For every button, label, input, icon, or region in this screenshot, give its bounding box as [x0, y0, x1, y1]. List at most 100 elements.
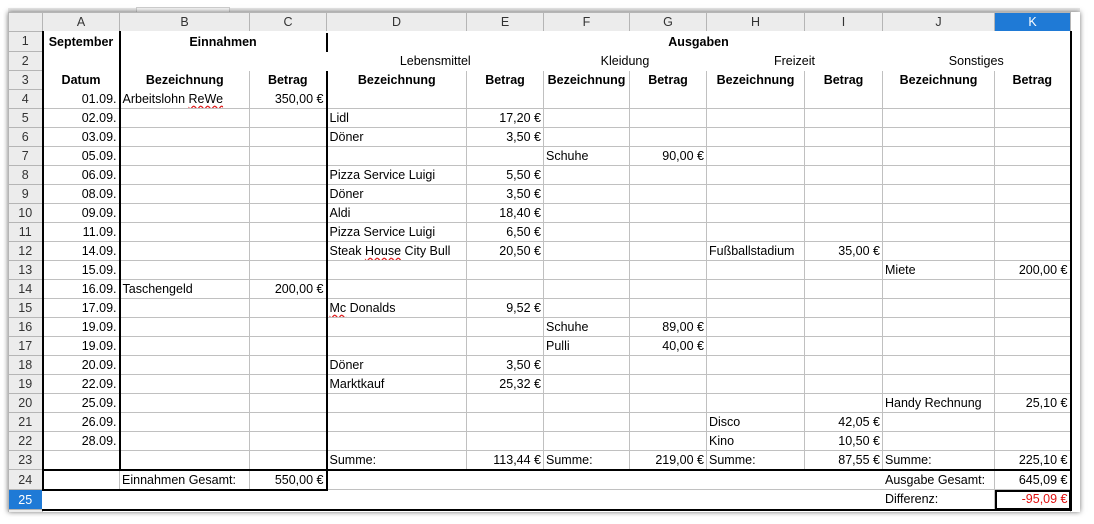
- income-description-cell[interactable]: [119, 297, 250, 318]
- column-header-j[interactable]: J: [882, 12, 995, 32]
- food-amount-header[interactable]: Betrag: [466, 70, 544, 89]
- clothing-amount-cell[interactable]: [629, 126, 707, 147]
- food-amount-cell[interactable]: 3,50 €: [466, 183, 544, 204]
- month-header-cell[interactable]: September: [41, 31, 121, 51]
- clothing-description-cell[interactable]: [543, 297, 630, 318]
- food-description-cell[interactable]: [325, 145, 467, 166]
- leisure-amount-cell[interactable]: 10,50 €: [804, 430, 883, 451]
- date-cell[interactable]: 16.09.: [41, 278, 121, 299]
- clothing-amount-cell[interactable]: [629, 202, 707, 223]
- leisure-description-cell[interactable]: [706, 88, 805, 109]
- food-description-cell[interactable]: [325, 316, 467, 337]
- income-amount-cell[interactable]: [249, 354, 327, 375]
- leisure-amount-cell[interactable]: [804, 202, 883, 223]
- income-description-cell[interactable]: [119, 354, 250, 375]
- row-header[interactable]: 2: [8, 50, 43, 71]
- income-total-value[interactable]: 550,00 €: [249, 468, 328, 491]
- cell[interactable]: [119, 51, 327, 70]
- misc-description-cell[interactable]: Miete: [882, 259, 995, 280]
- misc-amount-cell[interactable]: [994, 430, 1072, 451]
- income-amount-cell[interactable]: [249, 240, 327, 261]
- income-amount-cell[interactable]: [249, 164, 327, 185]
- food-description-cell[interactable]: Döner: [325, 354, 467, 375]
- food-description-header[interactable]: Bezeichnung: [325, 70, 467, 89]
- row-header[interactable]: 26: [8, 509, 43, 512]
- leisure-description-cell[interactable]: Disco: [706, 411, 805, 432]
- cell[interactable]: [41, 51, 121, 70]
- leisure-amount-cell[interactable]: [804, 392, 883, 413]
- clothing-amount-cell[interactable]: [629, 411, 707, 432]
- income-amount-cell[interactable]: [249, 145, 327, 166]
- income-description-cell[interactable]: [119, 107, 250, 128]
- clothing-description-cell[interactable]: Pulli: [543, 335, 630, 356]
- food-description-cell[interactable]: Lidl: [325, 107, 467, 128]
- income-amount-cell[interactable]: [249, 373, 327, 394]
- misc-amount-cell[interactable]: [994, 88, 1072, 109]
- misc-description-cell[interactable]: [882, 221, 995, 242]
- food-description-cell[interactable]: Pizza Service Luigi: [325, 164, 467, 185]
- row-header[interactable]: 18: [8, 354, 43, 375]
- leisure-description-cell[interactable]: [706, 126, 805, 147]
- food-amount-cell[interactable]: [466, 411, 544, 432]
- row-header[interactable]: 9: [8, 183, 43, 204]
- income-description-cell[interactable]: [119, 411, 250, 432]
- misc-amount-cell[interactable]: [994, 335, 1072, 356]
- leisure-amount-cell[interactable]: 42,05 €: [804, 411, 883, 432]
- expenses-header-cell[interactable]: Ausgaben: [325, 31, 1072, 51]
- date-cell[interactable]: 05.09.: [41, 145, 121, 166]
- leisure-description-cell[interactable]: [706, 259, 805, 280]
- misc-description-cell[interactable]: [882, 373, 995, 394]
- income-amount-cell[interactable]: [249, 126, 327, 147]
- date-cell[interactable]: 17.09.: [41, 297, 121, 318]
- food-amount-cell[interactable]: 25,32 €: [466, 373, 544, 394]
- leisure-amount-cell[interactable]: [804, 164, 883, 185]
- leisure-amount-cell[interactable]: [804, 88, 883, 109]
- clothing-amount-cell[interactable]: [629, 221, 707, 242]
- income-amount-cell[interactable]: [249, 411, 327, 432]
- date-cell[interactable]: 14.09.: [41, 240, 121, 261]
- income-amount-cell[interactable]: [249, 316, 327, 337]
- leisure-description-cell[interactable]: [706, 316, 805, 337]
- cell[interactable]: [42, 489, 327, 511]
- row-header[interactable]: 25: [8, 489, 43, 510]
- clothing-description-cell[interactable]: [543, 411, 630, 432]
- misc-description-header[interactable]: Bezeichnung: [882, 70, 995, 89]
- clothing-description-cell[interactable]: [543, 354, 630, 375]
- income-amount-cell[interactable]: 200,00 €: [249, 278, 327, 299]
- income-description-cell[interactable]: Taschengeld: [119, 278, 250, 299]
- food-sum-value[interactable]: 113,44 €: [466, 449, 544, 470]
- column-header-h[interactable]: H: [706, 12, 805, 32]
- income-description-cell[interactable]: [119, 259, 250, 280]
- date-cell[interactable]: 01.09.: [41, 88, 121, 109]
- sheet-tab[interactable]: [136, 7, 230, 13]
- row-header[interactable]: 11: [8, 221, 43, 242]
- clothing-amount-cell[interactable]: [629, 107, 707, 128]
- leisure-description-cell[interactable]: [706, 354, 805, 375]
- row-header[interactable]: 8: [8, 164, 43, 185]
- clothing-description-cell[interactable]: [543, 221, 630, 242]
- clothing-amount-cell[interactable]: [629, 354, 707, 375]
- income-description-cell[interactable]: [119, 373, 250, 394]
- misc-description-cell[interactable]: [882, 297, 995, 318]
- row-header[interactable]: 23: [8, 449, 43, 470]
- clothing-description-header[interactable]: Bezeichnung: [543, 70, 630, 89]
- expense-total-value[interactable]: 645,09 €: [994, 468, 1072, 490]
- clothing-amount-cell[interactable]: [629, 183, 707, 204]
- food-amount-cell[interactable]: 5,50 €: [466, 164, 544, 185]
- leisure-description-cell[interactable]: [706, 145, 805, 166]
- clothing-amount-cell[interactable]: [629, 88, 707, 109]
- income-description-cell[interactable]: [119, 316, 250, 337]
- income-description-cell[interactable]: [119, 392, 250, 413]
- misc-amount-cell[interactable]: [994, 411, 1072, 432]
- income-amount-cell[interactable]: 350,00 €: [249, 88, 327, 109]
- food-amount-cell[interactable]: [466, 88, 544, 109]
- clothing-description-cell[interactable]: [543, 430, 630, 451]
- date-cell[interactable]: 15.09.: [41, 259, 121, 280]
- clothing-description-cell[interactable]: [543, 88, 630, 109]
- leisure-description-cell[interactable]: [706, 221, 805, 242]
- row-header[interactable]: 22: [8, 430, 43, 451]
- income-amount-cell[interactable]: [249, 430, 327, 451]
- food-amount-cell[interactable]: 3,50 €: [466, 354, 544, 375]
- row-header[interactable]: 10: [8, 202, 43, 223]
- misc-amount-cell[interactable]: [994, 373, 1072, 394]
